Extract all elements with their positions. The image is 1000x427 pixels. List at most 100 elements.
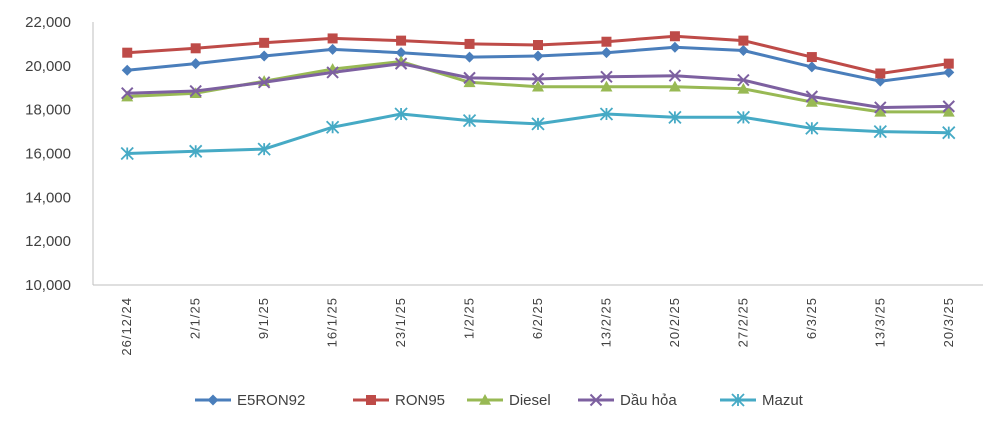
data-point	[464, 51, 476, 63]
x-tick-label: 27/2/25	[735, 297, 750, 347]
data-point	[669, 31, 680, 42]
data-point	[942, 100, 955, 113]
legend-marker	[589, 393, 603, 407]
data-point	[121, 87, 134, 100]
data-point	[257, 142, 271, 156]
data-point	[259, 37, 270, 48]
data-point	[395, 47, 407, 59]
x-tick-label: 13/3/25	[872, 297, 887, 347]
data-point	[531, 72, 545, 86]
data-point	[873, 124, 887, 139]
data-point	[737, 44, 749, 56]
data-point	[737, 82, 750, 94]
legend-marker	[731, 393, 745, 407]
x-tick-label: 2/1/25	[188, 297, 203, 339]
data-point	[257, 76, 271, 89]
series-1	[122, 31, 954, 79]
legend-label: Mazut	[762, 392, 804, 409]
series-4	[120, 107, 956, 161]
data-point	[805, 95, 818, 107]
data-point	[736, 110, 751, 124]
data-point	[737, 73, 750, 87]
data-point	[532, 50, 544, 62]
y-tick-label: 20,000	[25, 58, 71, 75]
x-tick-label: 6/2/25	[530, 297, 545, 339]
x-tick-label: 20/3/25	[941, 297, 956, 347]
data-point	[190, 58, 202, 70]
x-tick-label: 20/2/25	[667, 297, 682, 347]
data-point	[326, 66, 339, 79]
x-tick-label: 26/12/24	[119, 297, 134, 356]
data-point	[601, 36, 612, 47]
y-tick-label: 18,000	[25, 102, 71, 119]
data-point	[327, 43, 339, 55]
series-3	[121, 57, 955, 114]
x-tick-label: 13/2/25	[598, 297, 613, 347]
x-tick-label: 23/1/25	[393, 297, 408, 347]
y-axis-labels: 10,000 12,000 14,000 16,000 18,000 20,000 22,0…	[25, 14, 71, 294]
data-point	[600, 70, 613, 83]
data-point	[875, 68, 886, 79]
data-point	[189, 144, 203, 158]
data-point	[532, 80, 544, 92]
data-point	[464, 38, 475, 49]
data-point	[463, 71, 476, 85]
x-tick-label: 9/1/25	[256, 297, 271, 339]
data-point	[394, 57, 408, 70]
legend-label: Diesel	[509, 392, 551, 409]
data-point	[738, 35, 749, 46]
data-point	[533, 40, 543, 51]
series-0	[121, 41, 955, 87]
data-point	[943, 66, 955, 78]
legend-label: E5RON92	[237, 392, 305, 409]
y-tick-label: 16,000	[25, 146, 71, 163]
data-point	[189, 84, 202, 98]
legend-item: Diesel	[467, 392, 551, 409]
legend-item: E5RON92	[195, 392, 305, 409]
data-point	[942, 126, 956, 140]
data-point	[805, 121, 819, 135]
data-point	[600, 47, 612, 59]
data-point	[874, 101, 887, 114]
data-point	[943, 58, 954, 69]
data-point	[874, 105, 887, 117]
data-point	[805, 90, 819, 103]
data-point	[120, 146, 134, 161]
data-point	[806, 52, 817, 63]
data-point	[190, 43, 201, 54]
legend-marker	[479, 394, 491, 405]
legend-item: RON95	[353, 392, 445, 409]
y-tick-label: 10,000	[25, 277, 71, 294]
data-point	[668, 110, 682, 124]
data-point	[394, 107, 408, 121]
x-tick-label: 1/2/25	[462, 297, 477, 339]
legend-label: Dầu hỏa	[620, 392, 677, 409]
data-point	[669, 41, 681, 53]
y-tick-label: 14,000	[25, 189, 71, 206]
legend: E5RON92 RON95 Diesel Dầu hỏa Mazut	[195, 392, 804, 409]
data-point	[122, 47, 133, 58]
data-point	[121, 90, 134, 102]
data-point	[600, 80, 613, 92]
data-point	[599, 107, 614, 121]
data-point	[531, 117, 545, 131]
x-axis-labels: 26/12/24 2/1/25 9/1/25 16/1/25 23/1/25 1/2/25…	[119, 297, 956, 356]
data-point	[121, 64, 133, 76]
x-tick-label: 6/3/25	[804, 297, 819, 339]
series-group	[120, 31, 956, 161]
legend-marker	[366, 395, 376, 405]
legend-marker	[207, 394, 219, 406]
data-point	[806, 61, 818, 73]
data-point	[396, 35, 407, 46]
data-point	[327, 33, 338, 44]
legend-label: RON95	[395, 392, 445, 409]
data-point	[258, 50, 270, 62]
data-point	[463, 76, 476, 88]
data-point	[668, 69, 682, 82]
legend-item: Dầu hỏa	[578, 392, 677, 409]
y-tick-label: 12,000	[25, 233, 71, 250]
data-point	[325, 120, 340, 134]
legend-item: Mazut	[720, 392, 804, 409]
data-point	[668, 80, 681, 92]
